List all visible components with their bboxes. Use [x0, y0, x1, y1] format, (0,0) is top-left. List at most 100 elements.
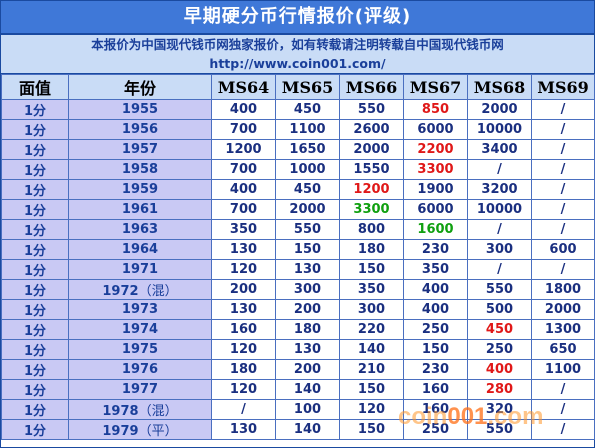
cell-ms69: / — [531, 259, 595, 280]
year-value: 1963 — [121, 222, 159, 237]
copyright-notice: 本报价为中国现代钱币网独家报价，如有转载请注明转载自中国现代钱币网 http:/… — [1, 35, 594, 74]
header-ms64: MS64 — [211, 74, 276, 100]
cell-year: 1978（混） — [68, 399, 212, 420]
cell-ms64: / — [211, 399, 276, 420]
cell-ms64: 400 — [211, 179, 276, 200]
table-row: 1分 1975 120 130 140 150 250 650 — [1, 339, 595, 360]
cell-ms67: 2200 — [403, 139, 468, 160]
cell-ms69: 1300 — [531, 319, 595, 340]
cell-ms69: / — [531, 159, 595, 180]
year-value: 1957 — [121, 142, 159, 157]
year-value: 1979 — [102, 424, 139, 439]
cell-denomination: 1分 — [1, 299, 69, 320]
cell-ms65: 1100 — [275, 119, 340, 140]
cell-ms69: / — [531, 119, 595, 140]
cell-ms64: 700 — [211, 119, 276, 140]
cell-ms66: 1550 — [339, 159, 404, 180]
cell-ms68: 550 — [467, 419, 532, 440]
price-table-body: 1分 1955 400 450 550 850 2000/1分 1956 700 1100 2600… — [1, 99, 595, 440]
cell-ms64: 120 — [211, 379, 276, 400]
cell-year: 1958 — [68, 159, 212, 180]
header-ms66: MS66 — [339, 74, 404, 100]
cell-ms64: 130 — [211, 239, 276, 260]
cell-ms66: 150 — [339, 259, 404, 280]
table-row: 1分 1974 160 180 220 250 450 1300 — [1, 319, 595, 340]
table-row: 1分 1955 400 450 550 850 2000/ — [1, 99, 595, 120]
cell-ms65: 200 — [275, 299, 340, 320]
cell-ms68: 2000 — [467, 99, 532, 120]
cell-ms69: 650 — [531, 339, 595, 360]
cell-ms65: 140 — [275, 419, 340, 440]
header-year: 年份 — [68, 74, 212, 100]
cell-ms66: 3300 — [339, 199, 404, 220]
cell-ms68: / — [467, 219, 532, 240]
cell-denomination: 1分 — [1, 399, 69, 420]
cell-ms66: 180 — [339, 239, 404, 260]
cell-ms64: 120 — [211, 259, 276, 280]
cell-ms67: 230 — [403, 359, 468, 380]
cell-year: 1963 — [68, 219, 212, 240]
cell-ms65: 200 — [275, 359, 340, 380]
cell-year: 1964 — [68, 239, 212, 260]
header-ms69: MS69 — [531, 74, 595, 100]
year-value: 1964 — [121, 242, 159, 257]
year-value: 1978 — [102, 404, 139, 419]
cell-ms66: 350 — [339, 279, 404, 300]
cell-ms68: 450 — [467, 319, 532, 340]
cell-ms69: / — [531, 179, 595, 200]
header-denomination: 面值 — [1, 74, 69, 100]
cell-ms69: / — [531, 199, 595, 220]
cell-ms65: 450 — [275, 99, 340, 120]
year-value: 1971 — [121, 262, 159, 277]
cell-ms68: 320 — [467, 399, 532, 420]
cell-ms69: 600 — [531, 239, 595, 260]
table-row: 1分 1976 180 200 210 230 400 1100 — [1, 359, 595, 380]
cell-ms64: 160 — [211, 319, 276, 340]
cell-ms67: 6000 — [403, 199, 468, 220]
cell-ms64: 1200 — [211, 139, 276, 160]
cell-year: 1971 — [68, 259, 212, 280]
cell-ms68: / — [467, 159, 532, 180]
cell-ms67: 350 — [403, 259, 468, 280]
cell-ms66: 300 — [339, 299, 404, 320]
cell-ms67: 250 — [403, 319, 468, 340]
year-value: 1973 — [121, 302, 159, 317]
table-row: 1分 1958 700 1000 1550 3300// — [1, 159, 595, 180]
cell-ms69: / — [531, 219, 595, 240]
cell-year: 1955 — [68, 99, 212, 120]
cell-ms66: 120 — [339, 399, 404, 420]
cell-ms68: / — [467, 259, 532, 280]
cell-ms66: 220 — [339, 319, 404, 340]
cell-ms66: 550 — [339, 99, 404, 120]
cell-denomination: 1分 — [1, 359, 69, 380]
cell-ms65: 2000 — [275, 199, 340, 220]
notice-text: 本报价为中国现代钱币网独家报价，如有转载请注明转载自中国现代钱币网 — [91, 37, 504, 52]
cell-ms65: 550 — [275, 219, 340, 240]
notice-url[interactable]: http://www.coin001.com/ — [209, 56, 386, 71]
cell-denomination: 1分 — [1, 199, 69, 220]
cell-denomination: 1分 — [1, 219, 69, 240]
cell-denomination: 1分 — [1, 259, 69, 280]
table-row: 1分 1959 400 450 1200 1900 3200/ — [1, 179, 595, 200]
cell-ms68: 3200 — [467, 179, 532, 200]
cell-denomination: 1分 — [1, 119, 69, 140]
cell-denomination: 1分 — [1, 379, 69, 400]
cell-ms65: 180 — [275, 319, 340, 340]
cell-denomination: 1分 — [1, 99, 69, 120]
page-title: 早期硬分币行情报价(评级) — [1, 1, 594, 35]
cell-ms69: 1800 — [531, 279, 595, 300]
year-value: 1977 — [121, 382, 159, 397]
cell-ms67: 3300 — [403, 159, 468, 180]
cell-ms67: 230 — [403, 239, 468, 260]
year-value: 1959 — [121, 182, 159, 197]
cell-ms69: / — [531, 139, 595, 160]
cell-denomination: 1分 — [1, 419, 69, 440]
cell-denomination: 1分 — [1, 139, 69, 160]
header-ms67: MS67 — [403, 74, 468, 100]
cell-ms64: 400 — [211, 99, 276, 120]
cell-ms65: 140 — [275, 379, 340, 400]
year-value: 1976 — [121, 362, 159, 377]
header-ms65: MS65 — [275, 74, 340, 100]
cell-ms64: 130 — [211, 299, 276, 320]
cell-year: 1972（混） — [68, 279, 212, 300]
